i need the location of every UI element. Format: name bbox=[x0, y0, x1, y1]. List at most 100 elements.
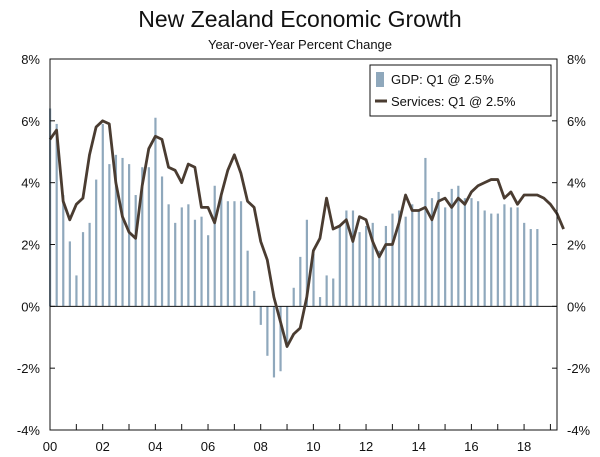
gdp-bar bbox=[239, 201, 243, 307]
gdp-bar bbox=[529, 229, 532, 307]
gdp-bar bbox=[68, 241, 71, 307]
gdp-bar bbox=[259, 306, 262, 325]
gdp-bar bbox=[345, 210, 348, 307]
x-tick-label: 14 bbox=[411, 439, 425, 454]
gdp-bar bbox=[417, 210, 420, 307]
legend-gdp-swatch bbox=[376, 72, 384, 87]
gdp-bar bbox=[483, 210, 486, 307]
gdp-bar bbox=[299, 256, 302, 307]
y-tick-label-right: -2% bbox=[567, 361, 591, 376]
gdp-bar bbox=[411, 204, 414, 307]
gdp-bar bbox=[371, 222, 374, 307]
gdp-bar bbox=[207, 235, 210, 307]
y-tick-label-right: 0% bbox=[567, 299, 586, 314]
gdp-bar bbox=[154, 117, 157, 307]
gdp-bar bbox=[318, 297, 322, 307]
gdp-bar bbox=[108, 164, 111, 307]
gdp-bar bbox=[404, 216, 407, 307]
y-tick-label-right: 2% bbox=[567, 238, 586, 253]
gdp-bar bbox=[253, 290, 256, 307]
y-tick-label-right: 4% bbox=[567, 176, 586, 191]
x-tick-label: 10 bbox=[306, 439, 320, 454]
gdp-bar bbox=[365, 225, 368, 307]
x-tick-label: 02 bbox=[95, 439, 109, 454]
gdp-bar bbox=[62, 195, 65, 307]
gdp-bar bbox=[305, 219, 308, 307]
gdp-bar bbox=[358, 232, 361, 307]
x-tick-label: 00 bbox=[43, 439, 57, 454]
legend-gdp-label: GDP: Q1 @ 2.5% bbox=[391, 72, 494, 87]
y-tick-label-left: 6% bbox=[21, 114, 40, 129]
x-tick-label: 16 bbox=[464, 439, 478, 454]
y-tick-label-right: -4% bbox=[567, 423, 591, 438]
gdp-bar bbox=[503, 204, 506, 307]
gdp-bar bbox=[81, 232, 85, 307]
gdp-bar bbox=[286, 306, 289, 347]
gdp-bar bbox=[325, 275, 328, 307]
gdp-bar bbox=[332, 278, 335, 307]
gdp-bar bbox=[101, 123, 104, 307]
gdp-bar bbox=[193, 219, 197, 307]
gdp-bar bbox=[147, 167, 150, 307]
gdp-bar bbox=[490, 213, 493, 307]
x-tick-label: 04 bbox=[148, 439, 162, 454]
gdp-bar bbox=[134, 195, 137, 307]
legend: GDP: Q1 @ 2.5% Services: Q1 @ 2.5% bbox=[369, 64, 552, 117]
gdp-bar bbox=[180, 207, 183, 307]
gdp-bar bbox=[75, 275, 78, 307]
gdp-bar bbox=[444, 207, 447, 307]
gdp-bar bbox=[463, 198, 467, 307]
gdp-bar bbox=[55, 123, 58, 307]
legend-box bbox=[369, 64, 552, 117]
gdp-bar bbox=[174, 222, 177, 307]
gdp-bar bbox=[470, 198, 473, 307]
gdp-bar bbox=[457, 185, 460, 307]
legend-services-label: Services: Q1 @ 2.5% bbox=[391, 94, 516, 109]
gdp-bar bbox=[160, 176, 164, 307]
gdp-bar bbox=[279, 306, 282, 372]
gdp-bar bbox=[128, 164, 131, 307]
x-axis: 00 02 04 06 08 10 12 14 16 18 bbox=[43, 424, 551, 454]
gdp-bar bbox=[272, 306, 276, 378]
gdp-bar bbox=[338, 225, 341, 307]
gdp-bar bbox=[496, 213, 499, 307]
gdp-bar bbox=[200, 216, 203, 307]
chart-subtitle: Year-over-Year Percent Change bbox=[207, 37, 393, 52]
y-tick-label-left: 0% bbox=[21, 299, 40, 314]
gdp-bar bbox=[378, 250, 381, 307]
y-tick-label-right: 6% bbox=[567, 114, 586, 129]
gdp-bar bbox=[536, 229, 539, 307]
gdp-bar bbox=[516, 207, 519, 307]
gdp-bar bbox=[437, 191, 440, 307]
gdp-bar bbox=[167, 204, 170, 307]
gdp-bar bbox=[114, 154, 118, 307]
services-line bbox=[48, 119, 565, 348]
gdp-bar bbox=[476, 201, 480, 307]
y-tick-label-left: -2% bbox=[17, 361, 41, 376]
chart-title: New Zealand Economic Growth bbox=[138, 6, 462, 32]
y-tick-label-right: 8% bbox=[567, 52, 586, 67]
gdp-bar bbox=[233, 201, 236, 307]
y-tick-label-left: 4% bbox=[21, 176, 40, 191]
gdp-bar bbox=[246, 250, 249, 307]
services-line-group bbox=[48, 119, 565, 348]
y-tick-label-left: 8% bbox=[21, 52, 40, 67]
gdp-bar bbox=[220, 195, 223, 307]
gdp-bar bbox=[430, 198, 434, 307]
gdp-bar bbox=[226, 201, 229, 307]
x-tick-label: 06 bbox=[201, 439, 215, 454]
gdp-bar bbox=[312, 253, 315, 307]
x-tick-label: 18 bbox=[517, 439, 531, 454]
gdp-bar bbox=[95, 179, 98, 307]
gdp-bar bbox=[384, 225, 388, 307]
gdp-bar bbox=[88, 222, 91, 307]
y-tick-label-left: -4% bbox=[17, 423, 41, 438]
gdp-bar bbox=[351, 210, 355, 307]
gdp-bar bbox=[450, 188, 453, 307]
gdp-bar bbox=[397, 210, 401, 307]
gdp-bar bbox=[523, 222, 526, 307]
gdp-bar bbox=[187, 204, 190, 307]
y-axis-left: -4% -2% 0% 2% 4% 6% 8% bbox=[17, 52, 55, 438]
